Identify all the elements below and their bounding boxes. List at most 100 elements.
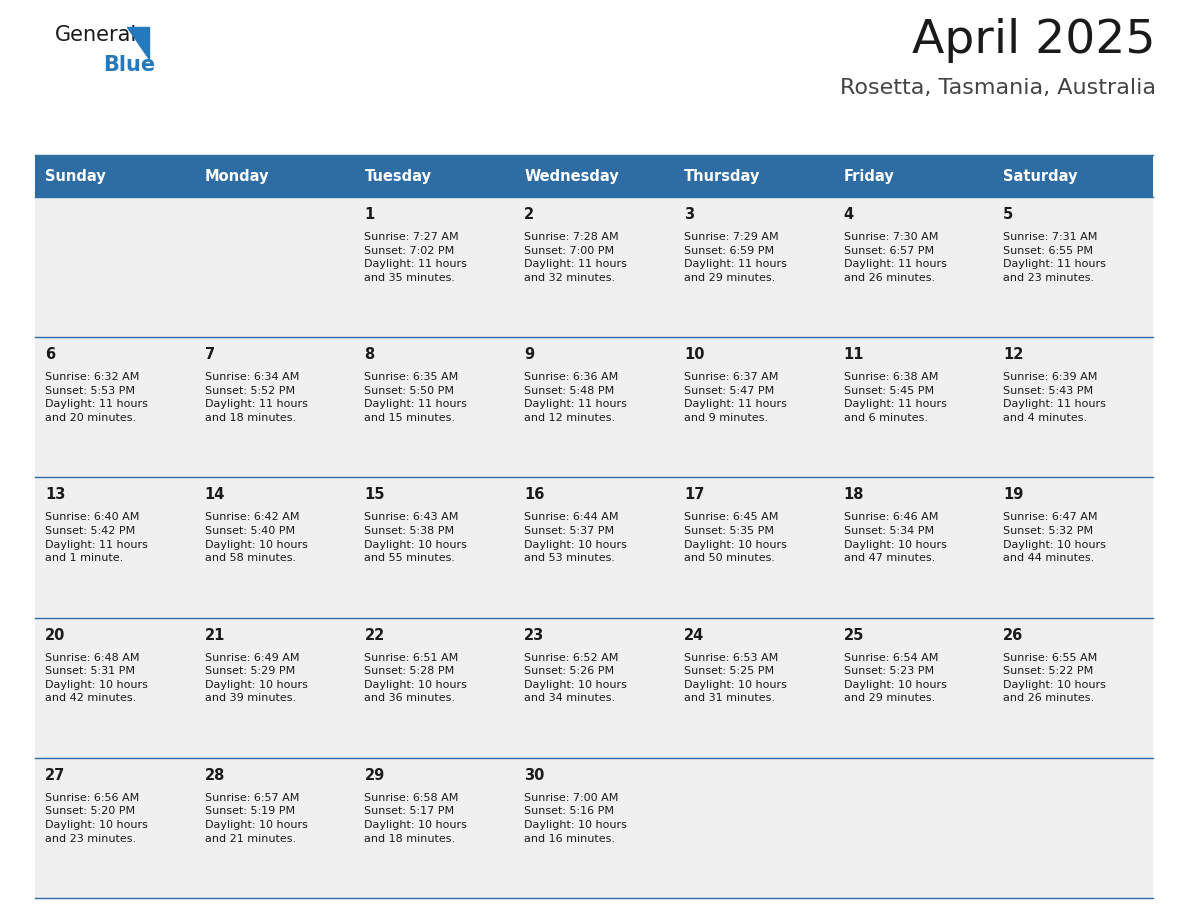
Text: 28: 28 (204, 767, 225, 783)
Bar (674, 337, 834, 477)
Bar (993, 197, 1154, 337)
Bar (34, 337, 195, 477)
Bar (674, 155, 834, 197)
Bar (514, 337, 674, 477)
Text: Sunrise: 6:32 AM
Sunset: 5:53 PM
Daylight: 11 hours
and 20 minutes.: Sunrise: 6:32 AM Sunset: 5:53 PM Dayligh… (45, 372, 147, 423)
Text: Sunrise: 7:27 AM
Sunset: 7:02 PM
Daylight: 11 hours
and 35 minutes.: Sunrise: 7:27 AM Sunset: 7:02 PM Dayligh… (365, 232, 467, 283)
Bar (354, 618, 514, 757)
Bar (195, 197, 354, 337)
Bar (993, 618, 1154, 757)
Bar (834, 337, 993, 477)
Text: Sunrise: 7:00 AM
Sunset: 5:16 PM
Daylight: 10 hours
and 16 minutes.: Sunrise: 7:00 AM Sunset: 5:16 PM Dayligh… (524, 793, 627, 844)
Text: Sunrise: 6:46 AM
Sunset: 5:34 PM
Daylight: 10 hours
and 47 minutes.: Sunrise: 6:46 AM Sunset: 5:34 PM Dayligh… (843, 512, 947, 564)
Bar (674, 197, 834, 337)
Text: Sunrise: 6:57 AM
Sunset: 5:19 PM
Daylight: 10 hours
and 21 minutes.: Sunrise: 6:57 AM Sunset: 5:19 PM Dayligh… (204, 793, 308, 844)
Bar (354, 337, 514, 477)
Text: General: General (55, 25, 138, 45)
Text: 17: 17 (684, 487, 704, 502)
Text: Wednesday: Wednesday (524, 169, 619, 184)
Bar (674, 618, 834, 757)
Bar (34, 618, 195, 757)
Bar (354, 197, 514, 337)
Text: 23: 23 (524, 628, 544, 643)
Text: Sunrise: 6:53 AM
Sunset: 5:25 PM
Daylight: 10 hours
and 31 minutes.: Sunrise: 6:53 AM Sunset: 5:25 PM Dayligh… (684, 653, 786, 703)
Text: 11: 11 (843, 347, 864, 363)
Text: Tuesday: Tuesday (365, 169, 431, 184)
Bar (354, 757, 514, 898)
Bar (834, 197, 993, 337)
Text: Sunrise: 6:51 AM
Sunset: 5:28 PM
Daylight: 10 hours
and 36 minutes.: Sunrise: 6:51 AM Sunset: 5:28 PM Dayligh… (365, 653, 467, 703)
Text: 7: 7 (204, 347, 215, 363)
Bar (34, 155, 195, 197)
Text: Sunrise: 6:58 AM
Sunset: 5:17 PM
Daylight: 10 hours
and 18 minutes.: Sunrise: 6:58 AM Sunset: 5:17 PM Dayligh… (365, 793, 467, 844)
Text: Friday: Friday (843, 169, 895, 184)
Bar (34, 197, 195, 337)
Text: Sunrise: 6:45 AM
Sunset: 5:35 PM
Daylight: 10 hours
and 50 minutes.: Sunrise: 6:45 AM Sunset: 5:35 PM Dayligh… (684, 512, 786, 564)
Bar (514, 155, 674, 197)
Text: Sunrise: 6:47 AM
Sunset: 5:32 PM
Daylight: 10 hours
and 44 minutes.: Sunrise: 6:47 AM Sunset: 5:32 PM Dayligh… (1004, 512, 1106, 564)
Text: 26: 26 (1004, 628, 1024, 643)
Bar (195, 337, 354, 477)
Text: 16: 16 (524, 487, 544, 502)
Text: Sunrise: 6:52 AM
Sunset: 5:26 PM
Daylight: 10 hours
and 34 minutes.: Sunrise: 6:52 AM Sunset: 5:26 PM Dayligh… (524, 653, 627, 703)
Text: Sunrise: 6:40 AM
Sunset: 5:42 PM
Daylight: 11 hours
and 1 minute.: Sunrise: 6:40 AM Sunset: 5:42 PM Dayligh… (45, 512, 147, 564)
Text: Monday: Monday (204, 169, 270, 184)
Text: Sunrise: 6:43 AM
Sunset: 5:38 PM
Daylight: 10 hours
and 55 minutes.: Sunrise: 6:43 AM Sunset: 5:38 PM Dayligh… (365, 512, 467, 564)
Text: Sunrise: 6:54 AM
Sunset: 5:23 PM
Daylight: 10 hours
and 29 minutes.: Sunrise: 6:54 AM Sunset: 5:23 PM Dayligh… (843, 653, 947, 703)
Text: Saturday: Saturday (1004, 169, 1078, 184)
Bar (34, 757, 195, 898)
Text: 25: 25 (843, 628, 864, 643)
Bar (34, 477, 195, 618)
Text: Rosetta, Tasmania, Australia: Rosetta, Tasmania, Australia (840, 78, 1156, 98)
Text: Sunrise: 6:39 AM
Sunset: 5:43 PM
Daylight: 11 hours
and 4 minutes.: Sunrise: 6:39 AM Sunset: 5:43 PM Dayligh… (1004, 372, 1106, 423)
Bar (195, 155, 354, 197)
Text: Blue: Blue (103, 55, 156, 75)
Text: 21: 21 (204, 628, 225, 643)
Text: 4: 4 (843, 207, 854, 222)
Text: Sunrise: 6:36 AM
Sunset: 5:48 PM
Daylight: 11 hours
and 12 minutes.: Sunrise: 6:36 AM Sunset: 5:48 PM Dayligh… (524, 372, 627, 423)
Text: 3: 3 (684, 207, 694, 222)
Text: 18: 18 (843, 487, 864, 502)
Text: 24: 24 (684, 628, 704, 643)
Bar (195, 757, 354, 898)
Bar (834, 155, 993, 197)
Bar (195, 477, 354, 618)
Text: 19: 19 (1004, 487, 1024, 502)
Text: Sunrise: 6:48 AM
Sunset: 5:31 PM
Daylight: 10 hours
and 42 minutes.: Sunrise: 6:48 AM Sunset: 5:31 PM Dayligh… (45, 653, 147, 703)
Text: 27: 27 (45, 767, 65, 783)
Bar (354, 155, 514, 197)
Text: Sunrise: 7:31 AM
Sunset: 6:55 PM
Daylight: 11 hours
and 23 minutes.: Sunrise: 7:31 AM Sunset: 6:55 PM Dayligh… (1004, 232, 1106, 283)
Text: 5: 5 (1004, 207, 1013, 222)
Text: Sunrise: 6:55 AM
Sunset: 5:22 PM
Daylight: 10 hours
and 26 minutes.: Sunrise: 6:55 AM Sunset: 5:22 PM Dayligh… (1004, 653, 1106, 703)
Text: 6: 6 (45, 347, 55, 363)
Text: Sunrise: 6:38 AM
Sunset: 5:45 PM
Daylight: 11 hours
and 6 minutes.: Sunrise: 6:38 AM Sunset: 5:45 PM Dayligh… (843, 372, 947, 423)
Text: 10: 10 (684, 347, 704, 363)
Bar (514, 197, 674, 337)
Text: 12: 12 (1004, 347, 1024, 363)
Text: 29: 29 (365, 767, 385, 783)
Text: Sunrise: 6:56 AM
Sunset: 5:20 PM
Daylight: 10 hours
and 23 minutes.: Sunrise: 6:56 AM Sunset: 5:20 PM Dayligh… (45, 793, 147, 844)
Text: Sunrise: 6:49 AM
Sunset: 5:29 PM
Daylight: 10 hours
and 39 minutes.: Sunrise: 6:49 AM Sunset: 5:29 PM Dayligh… (204, 653, 308, 703)
Text: 14: 14 (204, 487, 225, 502)
Text: 8: 8 (365, 347, 374, 363)
Text: Sunday: Sunday (45, 169, 106, 184)
Text: April 2025: April 2025 (912, 18, 1156, 63)
Text: 22: 22 (365, 628, 385, 643)
Bar (674, 757, 834, 898)
Text: Sunrise: 6:44 AM
Sunset: 5:37 PM
Daylight: 10 hours
and 53 minutes.: Sunrise: 6:44 AM Sunset: 5:37 PM Dayligh… (524, 512, 627, 564)
Text: 9: 9 (524, 347, 535, 363)
Bar (514, 477, 674, 618)
Bar (834, 477, 993, 618)
Text: Sunrise: 6:34 AM
Sunset: 5:52 PM
Daylight: 11 hours
and 18 minutes.: Sunrise: 6:34 AM Sunset: 5:52 PM Dayligh… (204, 372, 308, 423)
Text: 2: 2 (524, 207, 535, 222)
Text: Thursday: Thursday (684, 169, 760, 184)
Bar (514, 618, 674, 757)
Text: 30: 30 (524, 767, 544, 783)
Bar (834, 618, 993, 757)
Bar (993, 337, 1154, 477)
Bar (674, 477, 834, 618)
Bar (514, 757, 674, 898)
Bar (993, 757, 1154, 898)
Text: Sunrise: 7:30 AM
Sunset: 6:57 PM
Daylight: 11 hours
and 26 minutes.: Sunrise: 7:30 AM Sunset: 6:57 PM Dayligh… (843, 232, 947, 283)
Text: Sunrise: 7:28 AM
Sunset: 7:00 PM
Daylight: 11 hours
and 32 minutes.: Sunrise: 7:28 AM Sunset: 7:00 PM Dayligh… (524, 232, 627, 283)
